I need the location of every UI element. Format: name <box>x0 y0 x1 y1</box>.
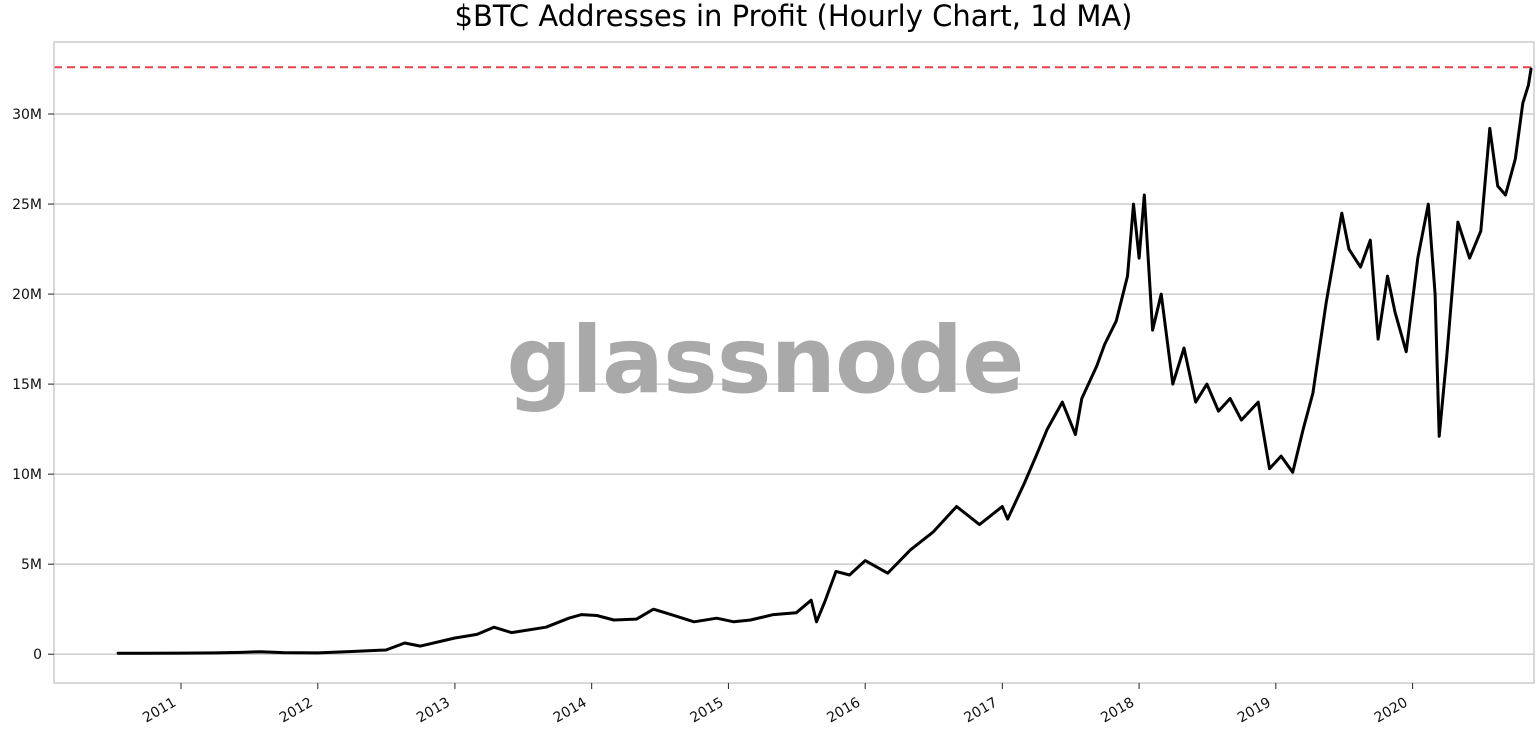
x-tick-label: 2019 <box>1235 695 1274 727</box>
x-tick-label: 2017 <box>961 695 1000 727</box>
y-tick-label: 0 <box>33 647 42 663</box>
y-tick-label: 25M <box>12 197 42 213</box>
series-line <box>116 67 1533 655</box>
x-tick-label: 2013 <box>414 695 453 727</box>
y-tick-label: 20M <box>12 287 42 303</box>
x-tick-label: 2020 <box>1372 695 1411 727</box>
series-layer <box>116 67 1533 655</box>
y-tick-label: 15M <box>12 377 42 393</box>
chart-title: $BTC Addresses in Profit (Hourly Chart, … <box>454 0 1133 33</box>
x-tick-label: 2012 <box>277 695 316 727</box>
y-tick-label: 5M <box>21 557 42 573</box>
y-axis: 0 5M 10M 15M 20M 25M 30M <box>12 107 54 663</box>
plot-area-frame <box>53 41 1535 684</box>
x-tick-label: 2015 <box>688 695 727 727</box>
y-tick-label: 10M <box>12 467 42 483</box>
x-tick-label: 2016 <box>824 695 863 727</box>
x-tick-label: 2018 <box>1098 695 1137 727</box>
x-tick-label: 2014 <box>551 695 590 727</box>
x-tick-label: 2011 <box>140 695 179 727</box>
glassnode-watermark: glassnode <box>507 307 1024 414</box>
x-axis: 2011 2012 2013 2014 2015 2016 2017 2018 2019 2020 <box>140 683 1414 727</box>
y-tick-label: 30M <box>12 107 42 123</box>
